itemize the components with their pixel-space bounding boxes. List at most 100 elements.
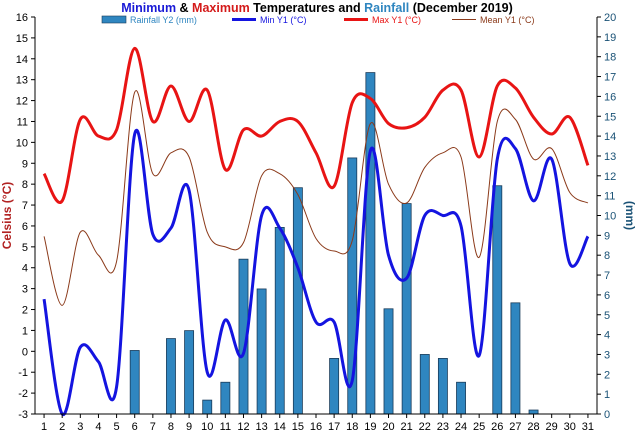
- title-part: Rainfall: [364, 1, 409, 15]
- rainfall-bar: [256, 288, 267, 415]
- rainfall-bar: [184, 330, 195, 415]
- y-left-tick-label: 12: [16, 96, 28, 108]
- x-tick-label: 26: [491, 421, 503, 433]
- rainfall-bar: [401, 203, 412, 415]
- y-right-tick-label: 1: [604, 389, 610, 401]
- y-axis-right-label: (mm): [623, 201, 635, 230]
- x-tick-label: 2: [59, 421, 65, 433]
- rainfall-bar: [510, 302, 521, 415]
- mean-temperature-line: [43, 90, 589, 306]
- y-axis-left-title: Celsius (°C): [0, 182, 14, 249]
- y-right-tick-label: 14: [604, 131, 616, 143]
- rainfall-bar: [202, 399, 213, 415]
- rainfall-bar: [129, 350, 140, 415]
- y-right-tick-label: 2: [604, 369, 610, 381]
- x-tick-label: 13: [255, 421, 267, 433]
- y-right-tick-label: 8: [604, 250, 610, 262]
- legend-label: Min Y1 (°C): [260, 15, 306, 25]
- axes: -3-2-10123456789101112131415160123456789…: [16, 12, 617, 433]
- title-part: Maximum: [192, 1, 250, 15]
- chart-title: Minimum & Maximum Temperatures and Rainf…: [121, 1, 513, 15]
- y-left-tick-label: 14: [16, 54, 28, 66]
- y-left-tick-label: 1: [22, 325, 28, 337]
- title-part: Minimum: [121, 1, 176, 15]
- y-right-tick-label: 13: [604, 151, 616, 163]
- y-left-tick-label: -2: [18, 388, 28, 400]
- y-right-tick-label: 11: [604, 191, 615, 203]
- rainfall-bar: [292, 187, 303, 415]
- rainfall-bar: [220, 381, 231, 415]
- y-right-tick-label: 3: [604, 349, 610, 361]
- x-tick-label: 24: [455, 421, 467, 433]
- x-tick-label: 4: [95, 421, 101, 433]
- y-right-tick-label: 16: [604, 91, 616, 103]
- y-right-tick-label: 4: [604, 330, 610, 342]
- x-tick-label: 27: [509, 421, 521, 433]
- y-axis-right-title: (mm): [623, 201, 635, 230]
- y-right-tick-label: 9: [604, 230, 610, 242]
- x-tick-label: 11: [220, 421, 231, 433]
- x-tick-label: 5: [114, 421, 120, 433]
- rainfall-bar: [492, 185, 503, 415]
- y-right-tick-label: 15: [604, 111, 616, 123]
- x-tick-label: 14: [274, 421, 286, 433]
- rainfall-bars: [129, 72, 539, 415]
- y-left-tick-label: 6: [22, 221, 28, 233]
- y-left-tick-label: 10: [16, 137, 28, 149]
- y-right-tick-label: 5: [604, 310, 610, 322]
- rainfall-bar: [419, 354, 430, 415]
- rainfall-bar: [166, 338, 176, 415]
- rainfall-bar: [437, 358, 448, 415]
- y-left-tick-label: 8: [22, 179, 28, 191]
- legend-label: Max Y1 (°C): [372, 15, 421, 25]
- legend-label: Mean Y1 (°C): [480, 15, 534, 25]
- x-tick-label: 25: [473, 421, 485, 433]
- y-right-tick-label: 7: [604, 270, 610, 282]
- y-left-tick-label: 15: [16, 33, 28, 45]
- y-right-tick-label: 18: [604, 52, 616, 64]
- x-tick-label: 17: [328, 421, 340, 433]
- rainfall-bar: [274, 227, 285, 415]
- x-tick-label: 23: [437, 421, 449, 433]
- x-tick-label: 30: [564, 421, 576, 433]
- legend: Rainfall Y2 (mm) Min Y1 (°C) Max Y1 (°C) Me…: [101, 15, 534, 25]
- y-left-tick-label: 7: [22, 200, 28, 212]
- y-right-tick-label: 10: [604, 211, 616, 223]
- y-right-tick-label: 6: [604, 290, 610, 302]
- x-tick-label: 18: [346, 421, 358, 433]
- y-axis-left-label: Celsius (°C): [0, 182, 14, 249]
- y-left-tick-label: 11: [17, 116, 28, 128]
- x-tick-label: 28: [527, 421, 539, 433]
- y-left-tick-label: -1: [18, 367, 28, 379]
- x-tick-label: 12: [237, 421, 249, 433]
- x-tick-label: 6: [132, 421, 138, 433]
- x-tick-label: 31: [582, 421, 594, 433]
- rainfall-bar: [456, 381, 466, 415]
- rainfall-bar: [528, 409, 539, 415]
- x-tick-label: 1: [41, 421, 47, 433]
- max-temperature-line: [42, 46, 590, 204]
- y-left-tick-label: 2: [22, 305, 28, 317]
- x-tick-label: 8: [168, 421, 174, 433]
- x-tick-label: 9: [186, 421, 192, 433]
- x-tick-label: 22: [419, 421, 431, 433]
- y-left-tick-label: 4: [22, 263, 28, 275]
- legend-label: Rainfall Y2 (mm): [130, 15, 197, 25]
- rainfall-bar: [329, 358, 340, 415]
- y-left-tick-label: 9: [22, 158, 28, 170]
- x-tick-label: 7: [150, 421, 156, 433]
- x-tick-label: 15: [292, 421, 304, 433]
- x-tick-label: 10: [201, 421, 213, 433]
- y-right-tick-label: 12: [604, 171, 616, 183]
- temperature-lines: [42, 46, 590, 416]
- x-tick-label: 29: [546, 421, 558, 433]
- x-tick-label: 3: [77, 421, 83, 433]
- y-left-tick-label: 0: [22, 346, 28, 358]
- y-left-tick-label: 16: [16, 12, 28, 24]
- y-right-tick-label: 17: [604, 72, 616, 84]
- y-left-tick-label: 3: [22, 284, 28, 296]
- y-left-tick-label: 5: [22, 242, 28, 254]
- title-part: &: [176, 1, 192, 15]
- title-part: (December 2019): [409, 1, 513, 15]
